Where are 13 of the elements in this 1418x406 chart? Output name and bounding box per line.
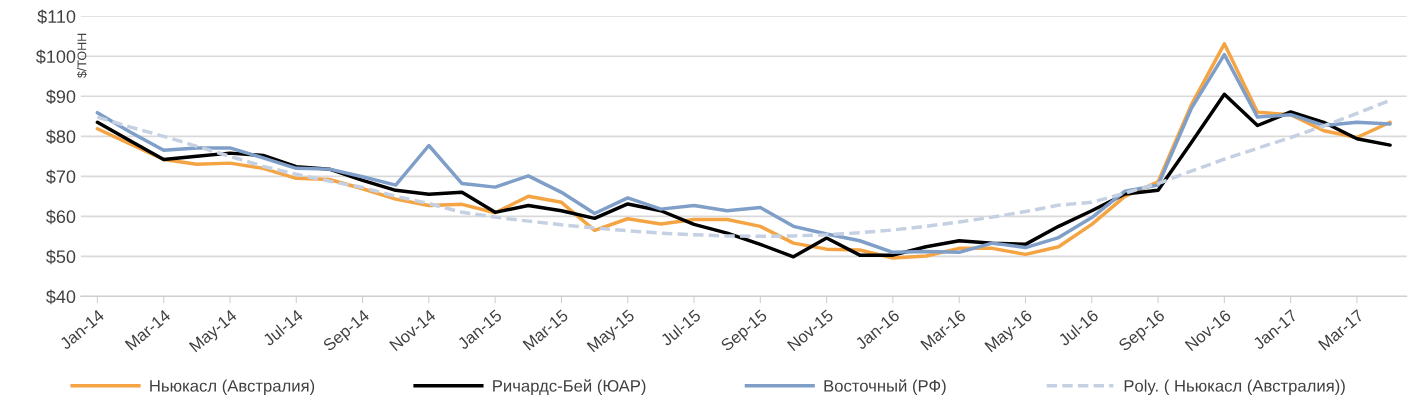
- y-tick-label: $60: [46, 209, 76, 225]
- y-tick-label: $50: [46, 249, 76, 265]
- y-tick-label: $80: [46, 129, 76, 145]
- y-tick-label: $90: [46, 89, 76, 105]
- y-tick-label: $100: [36, 49, 76, 65]
- y-axis-title: $/ТОНН: [76, 33, 88, 78]
- legend-label: Ньюкасл (Австралия): [150, 379, 315, 396]
- legend-label: Восточный (РФ): [824, 379, 946, 396]
- legend-label: Poly. ( Ньюкасл (Австралия)): [1124, 379, 1345, 396]
- legend-label: Ричардс-Бей (ЮАР): [493, 379, 646, 396]
- y-tick-label: $110: [37, 9, 76, 25]
- y-tick-label: $40: [46, 289, 76, 305]
- y-tick-label: $70: [46, 169, 76, 185]
